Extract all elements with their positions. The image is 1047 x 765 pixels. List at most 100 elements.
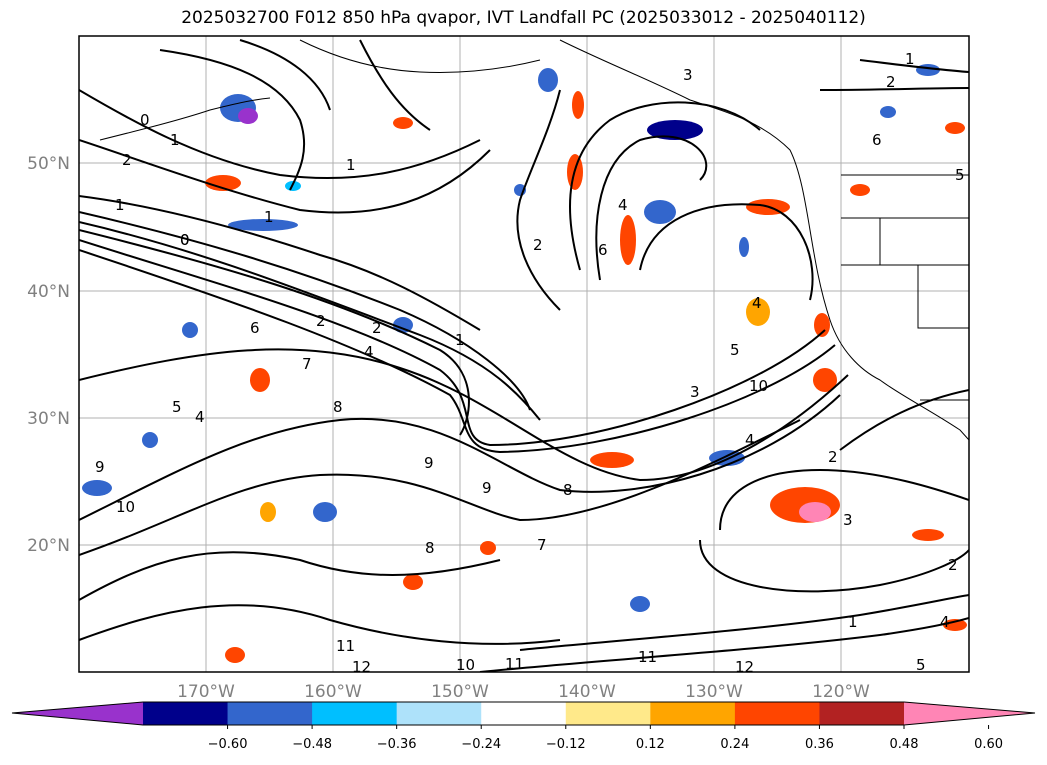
- contour-line: [79, 249, 836, 454]
- contour-label: 0: [180, 231, 190, 249]
- fill-blob: [393, 317, 413, 333]
- fill-blob: [225, 647, 245, 663]
- fill-blob: [238, 108, 258, 124]
- contour-label: 5: [172, 398, 182, 416]
- contour-line: [719, 468, 969, 531]
- contour-line: [595, 135, 708, 281]
- fill-blob: [746, 298, 770, 326]
- colorbar-segment: [734, 702, 820, 725]
- colorbar-tick-label: 0.24: [720, 737, 749, 752]
- contour-line: [79, 394, 841, 521]
- latitude-labels: 50°N 40°N 30°N 20°N: [27, 154, 70, 556]
- fill-blob: [572, 91, 584, 119]
- contour-line: [79, 348, 849, 482]
- contour-line: [479, 617, 969, 672]
- contour-line: [239, 39, 331, 111]
- contour-label: 1: [264, 208, 274, 226]
- contour-label: 6: [598, 241, 608, 259]
- contour-line: [819, 87, 969, 91]
- contour-line: [79, 604, 561, 645]
- fill-blob: [250, 368, 270, 392]
- fill-blob: [590, 452, 634, 468]
- colorbar-tick-label: −0.24: [461, 737, 501, 752]
- contour-line: [159, 49, 306, 191]
- contour-label: 0: [180, 231, 190, 249]
- colorbar-tick-label: 0.12: [636, 737, 665, 752]
- fill-blob: [480, 541, 496, 555]
- contour-line: [359, 39, 431, 131]
- colorbar-tick-label: 0.48: [890, 737, 919, 752]
- colorbar-tick-label: −0.12: [546, 737, 586, 752]
- contour-line: [859, 59, 969, 73]
- fill-blob: [647, 120, 703, 140]
- alaska-coast: [99, 97, 271, 141]
- fill-blob: [916, 64, 940, 76]
- contour-line: [79, 229, 470, 436]
- contour-label: 10: [749, 377, 768, 395]
- contour-line: [516, 89, 561, 311]
- colorbar-segment: [396, 702, 482, 725]
- fill-blob: [205, 175, 241, 191]
- contour-line: [569, 101, 761, 271]
- contour-line: [839, 389, 969, 451]
- contour-label: 5: [955, 166, 965, 184]
- contour-label: 12: [735, 658, 754, 676]
- colorbar-segment: [819, 702, 905, 725]
- contour-label: 8: [563, 481, 573, 499]
- contour-label: 2: [316, 312, 326, 330]
- lon-label-160w: 160°W: [304, 682, 362, 702]
- lon-label-130w: 130°W: [685, 682, 743, 702]
- contour-label: 7: [537, 536, 547, 554]
- contour-label: 2: [886, 73, 896, 91]
- contour-label: 4: [940, 613, 950, 631]
- contour-line: [699, 539, 969, 593]
- contour-label: 11: [336, 637, 355, 655]
- colorbar-segment: [565, 702, 651, 725]
- contour-label: 5: [730, 341, 740, 359]
- coastlines: [99, 39, 969, 441]
- contour-label: 11: [638, 648, 657, 666]
- fill-blob: [260, 502, 276, 522]
- contour-label: 9: [95, 458, 105, 476]
- fill-blob: [630, 596, 650, 612]
- contour-labels: 0 1 2 1 0 1 2 4 6 7 8 5 4 2 9 10 9 8 7 6…: [95, 50, 965, 676]
- map-panel: 0 1 2 1 0 1 2 4 6 7 8 5 4 2 9 10 9 8 7 6…: [79, 36, 969, 676]
- contour-label: 9: [424, 454, 434, 472]
- contour-label: 3: [683, 66, 693, 84]
- colorbar-tick-label: −0.60: [208, 737, 248, 752]
- contour-label: 2: [533, 236, 543, 254]
- fill-blob: [799, 502, 831, 522]
- contour-line: [79, 419, 801, 556]
- fill-blob: [313, 502, 337, 522]
- contour-label: 1: [455, 331, 465, 349]
- contour-label: 2: [828, 448, 838, 466]
- contour-label: 8: [425, 539, 435, 557]
- contour-label: 9: [482, 479, 492, 497]
- colorbar-segment: [143, 702, 229, 725]
- contour-label: 7: [302, 355, 312, 373]
- contour-label: 2: [122, 151, 132, 169]
- aleutian-coast: [299, 39, 541, 73]
- contour-label: 6: [872, 131, 882, 149]
- contour-line: [79, 195, 481, 331]
- contour-label: 4: [752, 294, 762, 312]
- fill-blob: [912, 529, 944, 541]
- fill-blob: [739, 237, 749, 257]
- qvapor-contours: [79, 39, 969, 672]
- state-boundaries: [841, 174, 969, 401]
- fill-blob: [182, 322, 198, 338]
- contour-label: 5: [916, 656, 926, 674]
- fill-blob: [880, 106, 896, 118]
- contour-label: 2: [948, 556, 958, 574]
- map-frame: [78, 35, 970, 673]
- contour-label: 1: [115, 196, 125, 214]
- contour-label: 0: [140, 111, 150, 129]
- colorbar-tick-label: −0.48: [292, 737, 332, 752]
- lat-label-40n: 40°N: [27, 282, 70, 302]
- fill-blob: [945, 122, 965, 134]
- contour-label: 1: [905, 50, 915, 68]
- lon-label-150w: 150°W: [431, 682, 489, 702]
- colorbar-segment: [650, 702, 736, 725]
- north-america-coast: [559, 39, 969, 441]
- contour-label: 6: [250, 319, 260, 337]
